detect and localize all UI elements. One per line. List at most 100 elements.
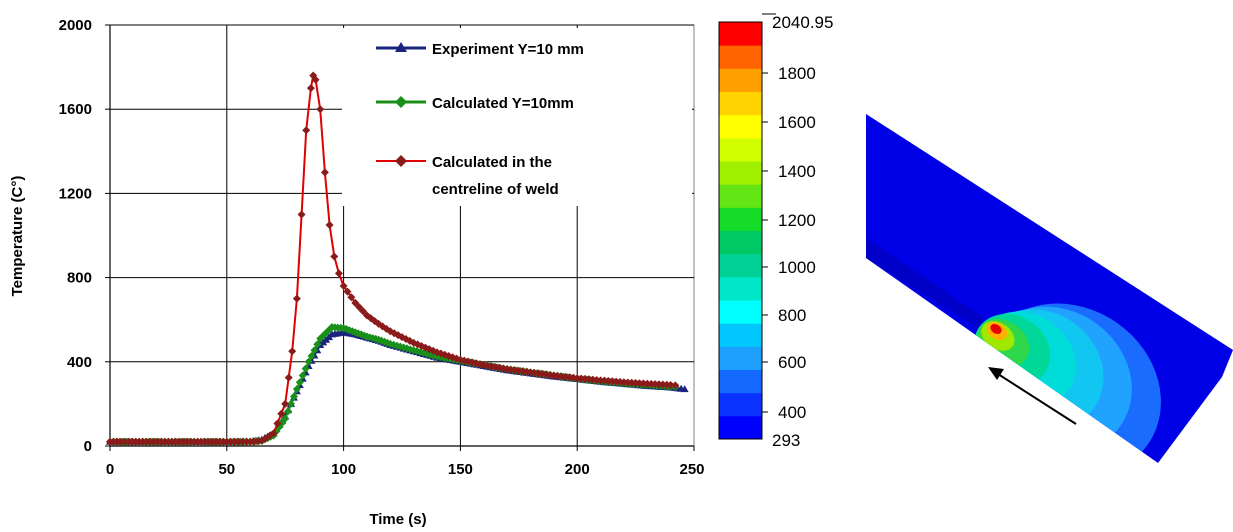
data-point	[351, 298, 360, 307]
colorbar-swatch	[719, 346, 762, 370]
data-point	[320, 168, 329, 177]
data-point	[284, 373, 293, 382]
data-point	[310, 346, 319, 355]
legend-label-centreline-line1: Calculated in the	[432, 154, 552, 171]
colorbar-tick-label: 1200	[778, 211, 816, 230]
colorbar-swatch	[719, 415, 762, 440]
legend-box	[342, 28, 692, 206]
x-tick-label: 150	[448, 461, 473, 478]
colorbar-swatch	[719, 137, 762, 162]
data-point	[269, 429, 278, 438]
colorbar-tick-label: 400	[778, 403, 806, 422]
data-point	[281, 414, 290, 423]
data-point	[307, 352, 316, 361]
data-point	[273, 419, 282, 428]
colorbar-frame	[718, 21, 763, 440]
y-tick-label: 2000	[59, 17, 92, 34]
colorbar-swatch	[719, 45, 762, 69]
data-point	[339, 282, 348, 291]
weld-temperature-contour	[866, 114, 1233, 463]
colorbar-swatch	[719, 22, 762, 46]
x-tick-label: 0	[106, 461, 114, 478]
data-point	[301, 364, 310, 373]
data-point	[343, 287, 352, 296]
data-point	[288, 347, 297, 356]
data-point	[666, 380, 675, 389]
x-tick-labels: 0 50 100 150 200 250	[106, 446, 705, 478]
data-point	[277, 409, 286, 418]
welding-direction-arrow	[988, 367, 1077, 425]
data-point	[250, 437, 259, 446]
legend-label-experiment: Experiment Y=10 mm	[432, 41, 584, 58]
y-tick-label: 1200	[59, 185, 92, 202]
data-point	[334, 269, 343, 278]
legend: Experiment Y=10 mm Calculated Y=10mm Cal…	[376, 41, 584, 198]
data-point	[671, 381, 680, 390]
colorbar-swatch	[719, 161, 762, 185]
data-point	[295, 378, 304, 387]
data-point	[316, 105, 325, 114]
colorbar-swatch	[719, 300, 762, 324]
colorbar-swatch	[719, 276, 762, 301]
data-point	[287, 399, 296, 408]
x-tick-label: 200	[565, 461, 590, 478]
colorbar-swatch	[719, 323, 762, 347]
colorbar-swatch	[719, 114, 762, 139]
data-point	[284, 407, 293, 416]
colorbar-swatch	[719, 207, 762, 231]
legend-item-experiment: Experiment Y=10 mm	[376, 41, 584, 58]
colorbar-swatch	[719, 392, 762, 417]
data-point	[281, 399, 290, 408]
y-tick-label: 0	[84, 438, 92, 455]
x-tick-label: 50	[218, 461, 235, 478]
colorbar-tick-label: 800	[778, 306, 806, 325]
legend-label-centreline-line2: centreline of weld	[432, 181, 559, 198]
x-tick-label: 100	[331, 461, 356, 478]
colorbar: 2040.95 1800 1600 1400 1200 1000 800 600 400 29…	[718, 13, 833, 450]
colorbar-swatch	[719, 369, 762, 394]
data-point	[680, 385, 689, 393]
data-point	[325, 220, 334, 229]
data-point	[359, 307, 368, 316]
data-point	[302, 126, 311, 135]
colorbar-tick-label: 1400	[778, 162, 816, 181]
colorbar-tick-label: 1800	[778, 64, 816, 83]
y-axis-title: Temperature (C°)	[9, 176, 26, 297]
x-tick-label: 250	[679, 461, 704, 478]
data-point	[306, 84, 315, 93]
series-layer	[106, 71, 689, 446]
y-tick-label: 400	[67, 354, 92, 371]
data-point	[330, 252, 339, 261]
data-point	[292, 385, 301, 394]
plate-side-face	[866, 238, 984, 328]
colorbar-swatch	[719, 184, 762, 208]
colorbar-tick-label: 1600	[778, 113, 816, 132]
data-point	[289, 392, 298, 401]
colorbar-tick-labels: 1800 1600 1400 1200 1000 800 600 400	[762, 64, 816, 422]
legend-label-calculated: Calculated Y=10mm	[432, 95, 574, 112]
data-point	[298, 371, 307, 380]
data-point	[297, 210, 306, 219]
y-tick-label: 800	[67, 270, 92, 287]
legend-item-centreline: Calculated in the centreline of weld	[376, 154, 559, 198]
data-point	[347, 293, 356, 302]
y-tick-label: 1600	[59, 101, 92, 118]
colorbar-swatch	[719, 230, 762, 255]
colorbar-swatch	[719, 91, 762, 116]
data-point	[304, 357, 313, 366]
data-point	[355, 303, 364, 312]
colorbar-swatch	[719, 68, 762, 92]
colorbar-swatch	[719, 253, 762, 278]
series-2	[106, 71, 680, 446]
x-axis-title: Time (s)	[369, 511, 426, 528]
temperature-time-chart: 0 400 800 1200 1600 2000 0 50 100 150 200 250 Expe…	[9, 17, 705, 528]
colorbar-swatches	[719, 22, 762, 440]
y-tick-labels: 0 400 800 1200 1600 2000	[59, 17, 110, 455]
data-point	[292, 294, 301, 303]
data-point	[311, 75, 320, 84]
data-point	[313, 340, 322, 349]
legend-item-calculated: Calculated Y=10mm	[376, 95, 574, 112]
colorbar-max-label: 2040.95	[772, 13, 833, 32]
colorbar-tick-label: 1000	[778, 258, 816, 277]
